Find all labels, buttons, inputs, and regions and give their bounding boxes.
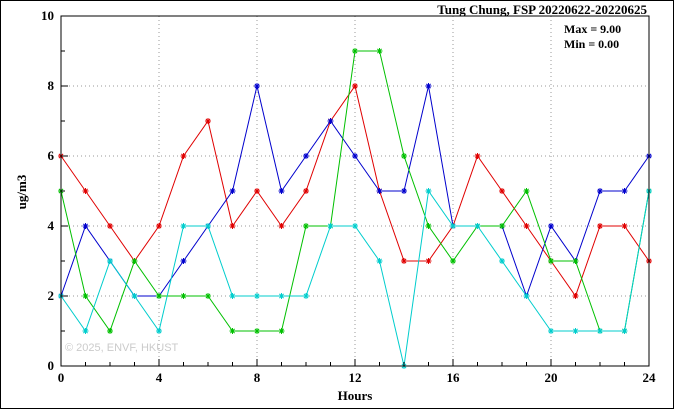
markers-red — [58, 83, 652, 299]
axis-ticks — [60, 15, 650, 367]
y-axis-label: ug/m3 — [14, 174, 29, 210]
x-tick-label: 16 — [447, 370, 461, 385]
x-tick-label: 12 — [349, 370, 362, 385]
markers-green — [58, 48, 652, 334]
y-tick-label: 6 — [48, 148, 55, 163]
series-blue — [58, 83, 652, 299]
x-axis-label: Hours — [337, 388, 373, 403]
max-value-label: Max = 9.00 — [564, 22, 622, 36]
chart-title: Tung Chung, FSP 20220622-20220625 — [437, 2, 647, 17]
series-green — [58, 48, 652, 334]
series-red — [58, 83, 652, 299]
y-tick-label: 2 — [48, 288, 55, 303]
x-tick-label: 8 — [254, 370, 261, 385]
markers-blue — [58, 83, 652, 299]
y-tick-label: 10 — [41, 8, 54, 23]
x-tick-label: 4 — [156, 370, 163, 385]
y-tick-label: 0 — [48, 358, 55, 373]
gridlines — [61, 16, 649, 366]
x-tick-label: 20 — [545, 370, 558, 385]
max-min-annotation: Max = 9.00 Min = 0.00 — [564, 22, 621, 52]
y-tick-label: 8 — [48, 78, 55, 93]
watermark: © 2025, ENVF, HKUST — [65, 342, 179, 354]
x-tick-label: 0 — [58, 370, 65, 385]
min-value-label: Min = 0.00 — [564, 37, 620, 51]
x-tick-label: 24 — [643, 370, 657, 385]
y-tick-label: 4 — [48, 218, 55, 233]
